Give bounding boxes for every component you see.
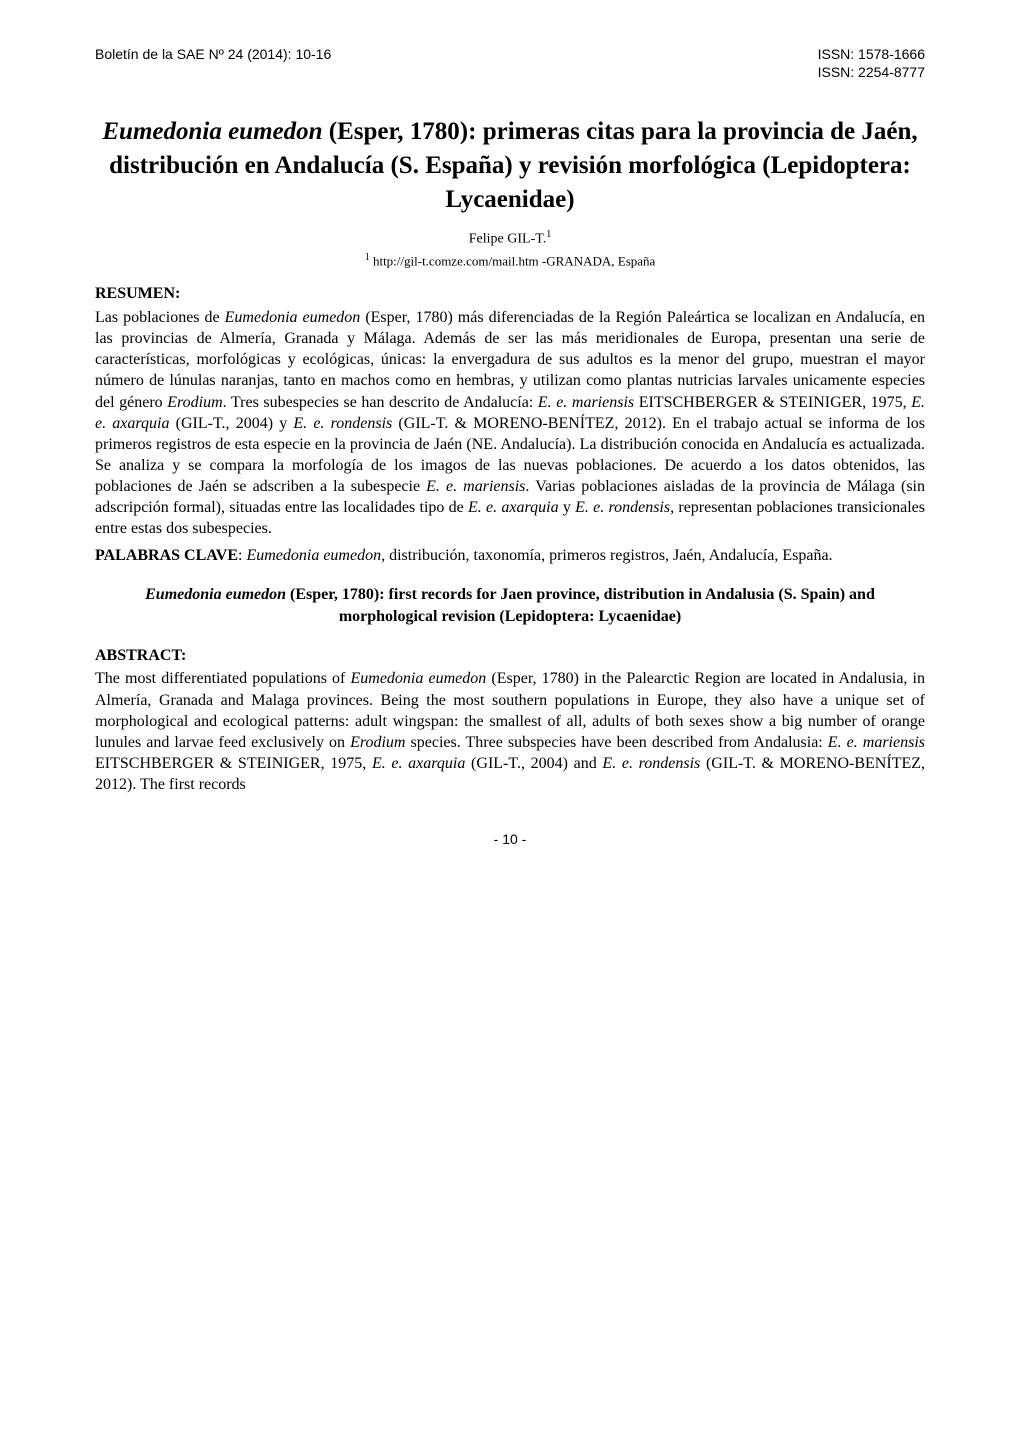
resumen-body: Las poblaciones de Eumedonia eumedon (Es… [95,307,925,539]
author-sup: 1 [546,229,551,240]
journal-header-left: Boletín de la SAE Nº 24 (2014): 10-16 [95,45,331,63]
english-subtitle: Eumedonia eumedon (Esper, 1780): first r… [95,584,925,627]
affiliation-text: http://gil-t.comze.com/mail.htm -GRANADA… [370,253,656,268]
palabras-clave-text: : Eumedonia eumedon, distribución, taxon… [238,547,833,564]
article-title: Eumedonia eumedon (Esper, 1780): primera… [95,115,925,216]
abstract-heading: ABSTRACT: [95,646,925,667]
subtitle-species: Eumedonia eumedon [145,586,286,603]
title-species: Eumedonia eumedon [102,118,322,145]
palabras-clave-label: PALABRAS CLAVE [95,547,238,564]
resumen-heading: RESUMEN: [95,284,925,305]
page-number: - 10 - [95,830,925,848]
author-name: Felipe GIL-T. [469,232,547,247]
author-line: Felipe GIL-T.1 [95,228,925,249]
issn-1: ISSN: 1578-1666 [818,45,925,63]
subtitle-rest: (Esper, 1780): first records for Jaen pr… [286,586,875,625]
issn-2: ISSN: 2254-8777 [818,63,925,81]
affiliation-line: 1 http://gil-t.comze.com/mail.htm -GRANA… [95,251,925,270]
journal-header-right: ISSN: 1578-1666 ISSN: 2254-8777 [818,45,925,81]
abstract-body: The most differentiated populations of E… [95,668,925,795]
palabras-clave: PALABRAS CLAVE: Eumedonia eumedon, distr… [95,545,925,566]
